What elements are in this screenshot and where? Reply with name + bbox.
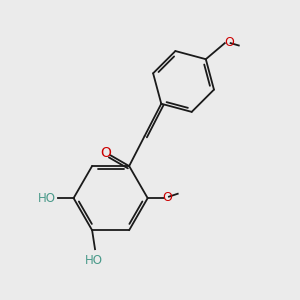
Text: O: O — [100, 146, 111, 160]
Text: O: O — [224, 36, 234, 49]
Text: O: O — [162, 191, 172, 204]
Text: HO: HO — [85, 254, 103, 266]
Text: HO: HO — [38, 192, 56, 205]
